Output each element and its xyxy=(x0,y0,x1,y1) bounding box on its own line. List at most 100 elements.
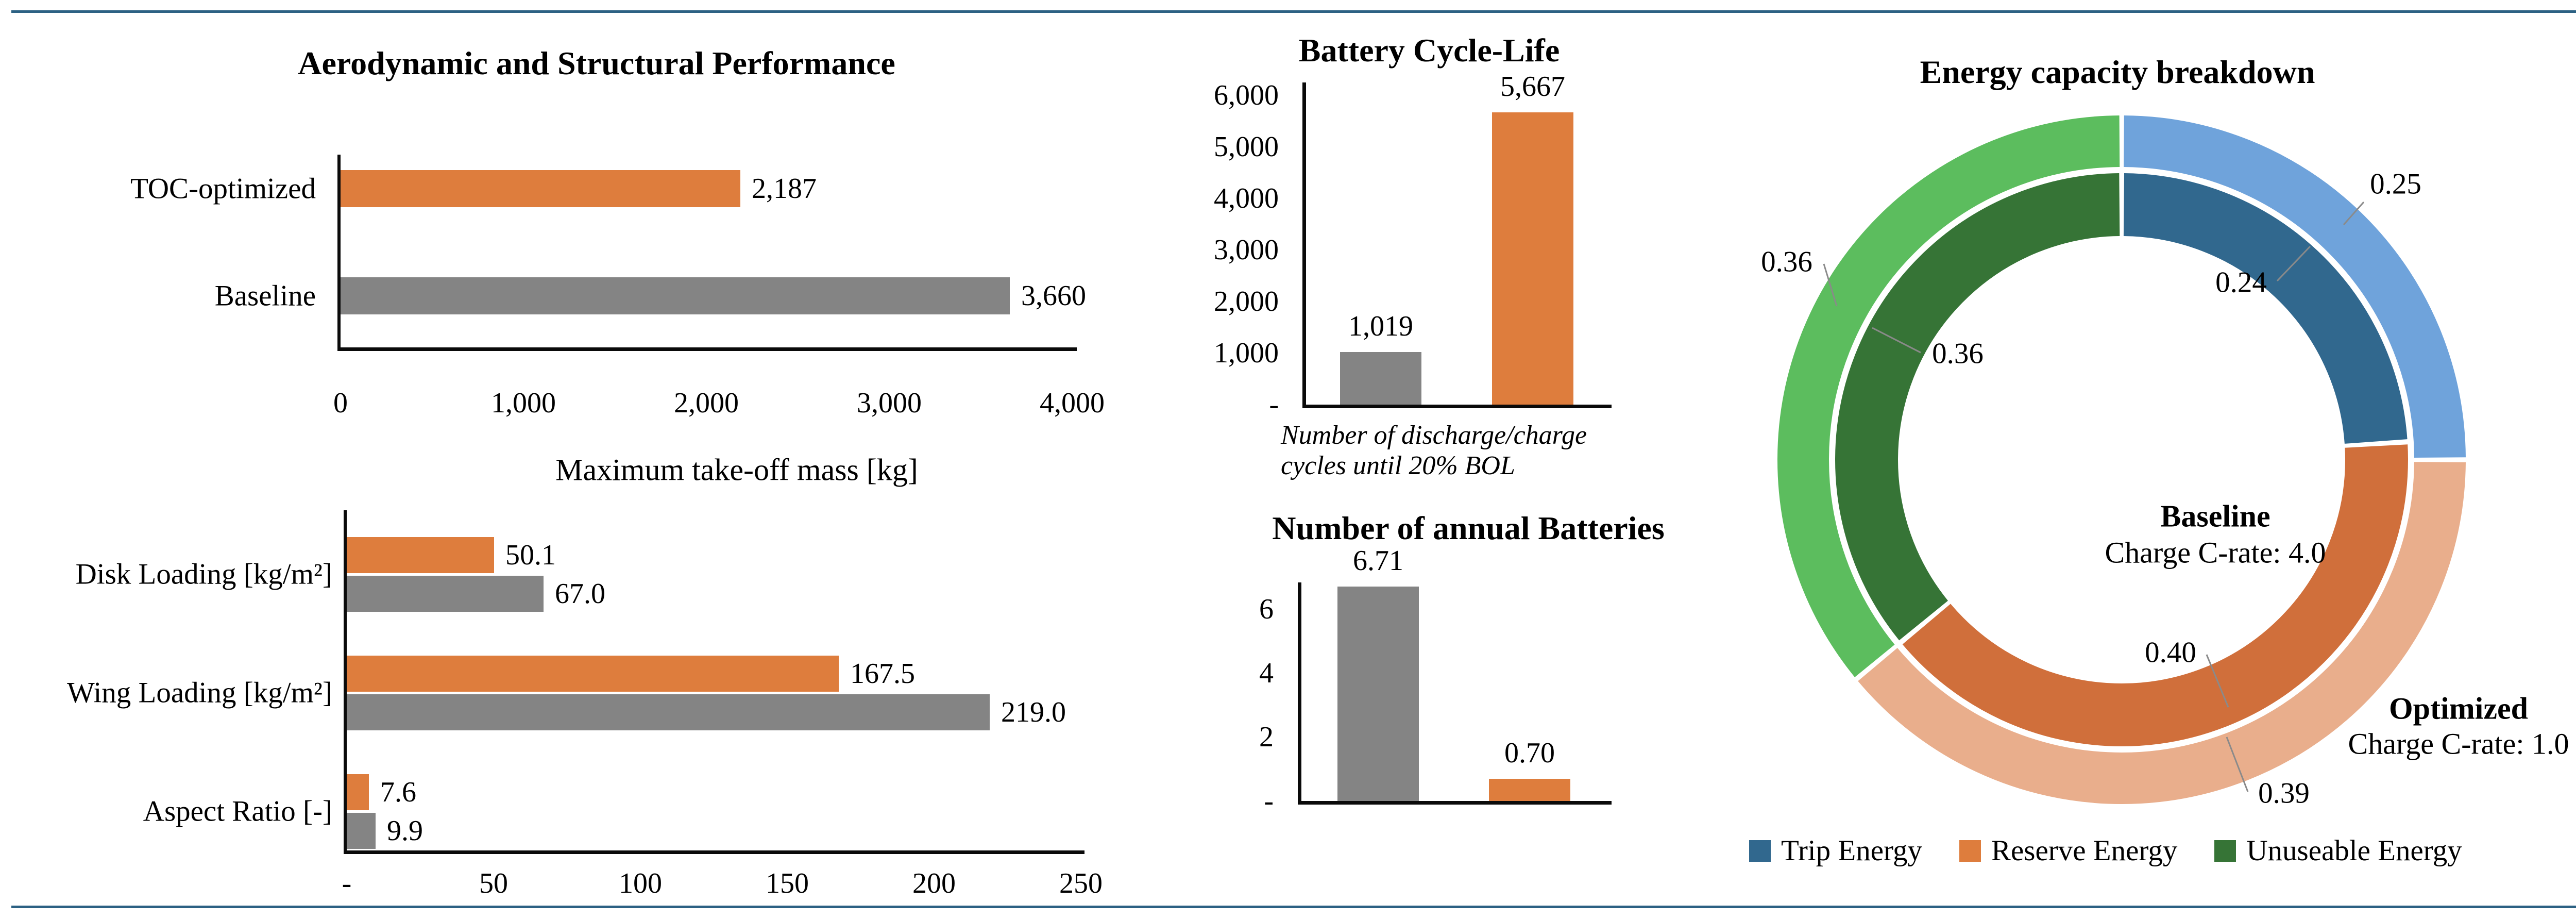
cycle-y-tick-3: 3,000 xyxy=(1214,234,1279,266)
params-x-tick-2: 100 xyxy=(619,867,662,899)
donut-baseline-crate-label: Charge C-rate: 4.0 xyxy=(2105,536,2326,570)
donut-baseline-label: Baseline xyxy=(2160,499,2270,533)
params-bar-0-toc-optimized xyxy=(347,537,494,573)
donut-optimized-label: Optimized xyxy=(2389,691,2528,726)
annual-y-tick-3: 6 xyxy=(1259,593,1274,625)
top-rule xyxy=(11,10,2576,13)
params-value-label-0-0: 50.1 xyxy=(505,539,556,571)
mtom-category-label-0: TOC-optimized xyxy=(130,172,316,205)
donut-callout-optimized-unuseable-energy: 0.36 xyxy=(1761,245,1812,278)
annual-value-label-0: 6.71 xyxy=(1353,545,1403,577)
donut-callout-baseline-trip-energy: 0.24 xyxy=(2215,266,2267,299)
params-bar-1-baseline xyxy=(347,694,990,730)
legend-label-unuseable-energy: Unuseable Energy xyxy=(2246,834,2462,867)
donut-leader-line-4 xyxy=(2206,654,2229,708)
cycle-x-axis-line xyxy=(1302,405,1612,408)
params-category-label-2: Aspect Ratio [-] xyxy=(143,795,332,828)
params-category-label-1: Wing Loading [kg/m²] xyxy=(66,676,332,709)
mtom-bar-baseline xyxy=(341,277,1010,314)
mtom-value-label-1: 3,660 xyxy=(1021,280,1086,312)
annual-chart-title: Number of annual Batteries xyxy=(1272,510,1665,546)
annual-y-axis-line xyxy=(1298,582,1301,805)
params-x-axis-line xyxy=(344,850,1084,854)
mtom-value-label-0: 2,187 xyxy=(752,173,817,205)
mtom-x-axis-line xyxy=(337,347,1077,351)
donut-leader-line-3 xyxy=(1872,327,1921,354)
cycle-chart-title: Battery Cycle-Life xyxy=(1298,32,1560,69)
cycle-y-tick-6: 6,000 xyxy=(1214,79,1279,111)
bottom-rule xyxy=(11,906,2576,908)
donut-leader-line-0 xyxy=(2343,202,2365,225)
cycle-y-tick-2: 2,000 xyxy=(1214,286,1279,318)
legend-label-trip-energy: Trip Energy xyxy=(1781,834,1922,867)
params-x-tick-3: 150 xyxy=(766,867,809,899)
donut-legend: Trip Energy Reserve Energy Unuseable Ene… xyxy=(1749,834,2462,867)
cycle-value-label-1: 5,667 xyxy=(1500,71,1565,103)
params-bar-1-toc-optimized xyxy=(347,656,839,692)
mtom-category-label-1: Baseline xyxy=(214,279,316,312)
mtom-x-tick-2: 2,000 xyxy=(674,387,739,419)
donut-segment-optimized-unuseable-energy xyxy=(1777,115,2466,804)
mtom-x-tick-3: 3,000 xyxy=(857,387,922,419)
cycle-bar-0 xyxy=(1340,352,1421,405)
trip-energy-swatch-icon xyxy=(1749,840,1771,862)
annual-y-tick-1: 2 xyxy=(1259,721,1274,753)
params-x-tick-4: 200 xyxy=(912,867,956,899)
mtom-y-axis-line xyxy=(337,155,341,351)
params-category-label-0: Disk Loading [kg/m²] xyxy=(75,558,332,591)
donut-segment-optimized-reserve-energy xyxy=(1777,115,2466,804)
donut-callout-baseline-unuseable-energy: 0.36 xyxy=(1932,337,1984,370)
donut-callout-optimized-trip-energy: 0.25 xyxy=(2370,168,2421,200)
params-x-tick-1: 50 xyxy=(479,867,508,899)
legend-item-reserve-energy: Reserve Energy xyxy=(1959,834,2177,867)
cycle-y-tick-4: 4,000 xyxy=(1214,182,1279,214)
params-bar-2-baseline xyxy=(347,813,376,849)
params-value-label-2-1: 9.9 xyxy=(387,815,423,847)
cycle-y-tick-0: - xyxy=(1269,389,1279,421)
annual-y-tick-2: 4 xyxy=(1259,657,1274,689)
params-x-tick-5: 250 xyxy=(1059,867,1103,899)
mtom-x-tick-1: 1,000 xyxy=(491,387,556,419)
annual-x-axis-line xyxy=(1298,801,1612,805)
params-bar-0-baseline xyxy=(347,576,544,612)
donut-leader-line-1 xyxy=(2276,245,2311,282)
donut-optimized-crate-label: Charge C-rate: 1.0 xyxy=(2348,727,2569,761)
mtom-x-axis-title: Maximum take-off mass [kg] xyxy=(555,453,918,487)
mtom-bar-toc-optimized xyxy=(341,170,740,207)
donut-callout-baseline-reserve-energy: 0.40 xyxy=(2145,636,2196,669)
annual-y-tick-0: - xyxy=(1264,785,1274,817)
annual-value-label-1: 0.70 xyxy=(1504,737,1555,769)
params-x-tick-0: - xyxy=(342,867,352,899)
params-value-label-1-1: 219.0 xyxy=(1001,696,1066,728)
cycle-caption-line-1: Number of discharge/charge xyxy=(1281,421,1587,450)
annual-bar-0 xyxy=(1337,587,1419,801)
params-value-label-2-0: 7.6 xyxy=(380,776,416,808)
donut-callout-optimized-reserve-energy: 0.39 xyxy=(2258,777,2310,810)
cycle-bar-1 xyxy=(1492,112,1573,405)
donut-segment-baseline-reserve-energy xyxy=(1835,173,2408,746)
unuseable-energy-swatch-icon xyxy=(2214,840,2236,862)
annual-bar-1 xyxy=(1489,779,1570,801)
reserve-energy-swatch-icon xyxy=(1959,840,1981,862)
cycle-y-axis-line xyxy=(1302,82,1306,408)
legend-item-trip-energy: Trip Energy xyxy=(1749,834,1922,867)
params-value-label-1-0: 167.5 xyxy=(850,658,915,690)
legend-item-unuseable-energy: Unuseable Energy xyxy=(2214,834,2462,867)
mtom-x-tick-0: 0 xyxy=(333,387,348,419)
params-value-label-0-1: 67.0 xyxy=(555,578,605,610)
donut-leader-line-5 xyxy=(2226,737,2249,792)
mtom-x-tick-4: 4,000 xyxy=(1040,387,1105,419)
donut-segment-baseline-unuseable-energy xyxy=(1835,173,2408,746)
cycle-value-label-0: 1,019 xyxy=(1348,310,1413,342)
params-bar-2-toc-optimized xyxy=(347,774,369,810)
legend-label-reserve-energy: Reserve Energy xyxy=(1991,834,2178,867)
donut-chart-title: Energy capacity breakdown xyxy=(1920,54,2315,90)
donut-leader-line-2 xyxy=(1823,263,1838,307)
cycle-caption-line-2: cycles until 20% BOL xyxy=(1281,451,1515,480)
params-y-axis-line xyxy=(344,510,347,854)
cycle-y-tick-1: 1,000 xyxy=(1214,337,1279,369)
cycle-y-tick-5: 5,000 xyxy=(1214,131,1279,163)
mtom-chart-title: Aerodynamic and Structural Performance xyxy=(298,45,895,81)
